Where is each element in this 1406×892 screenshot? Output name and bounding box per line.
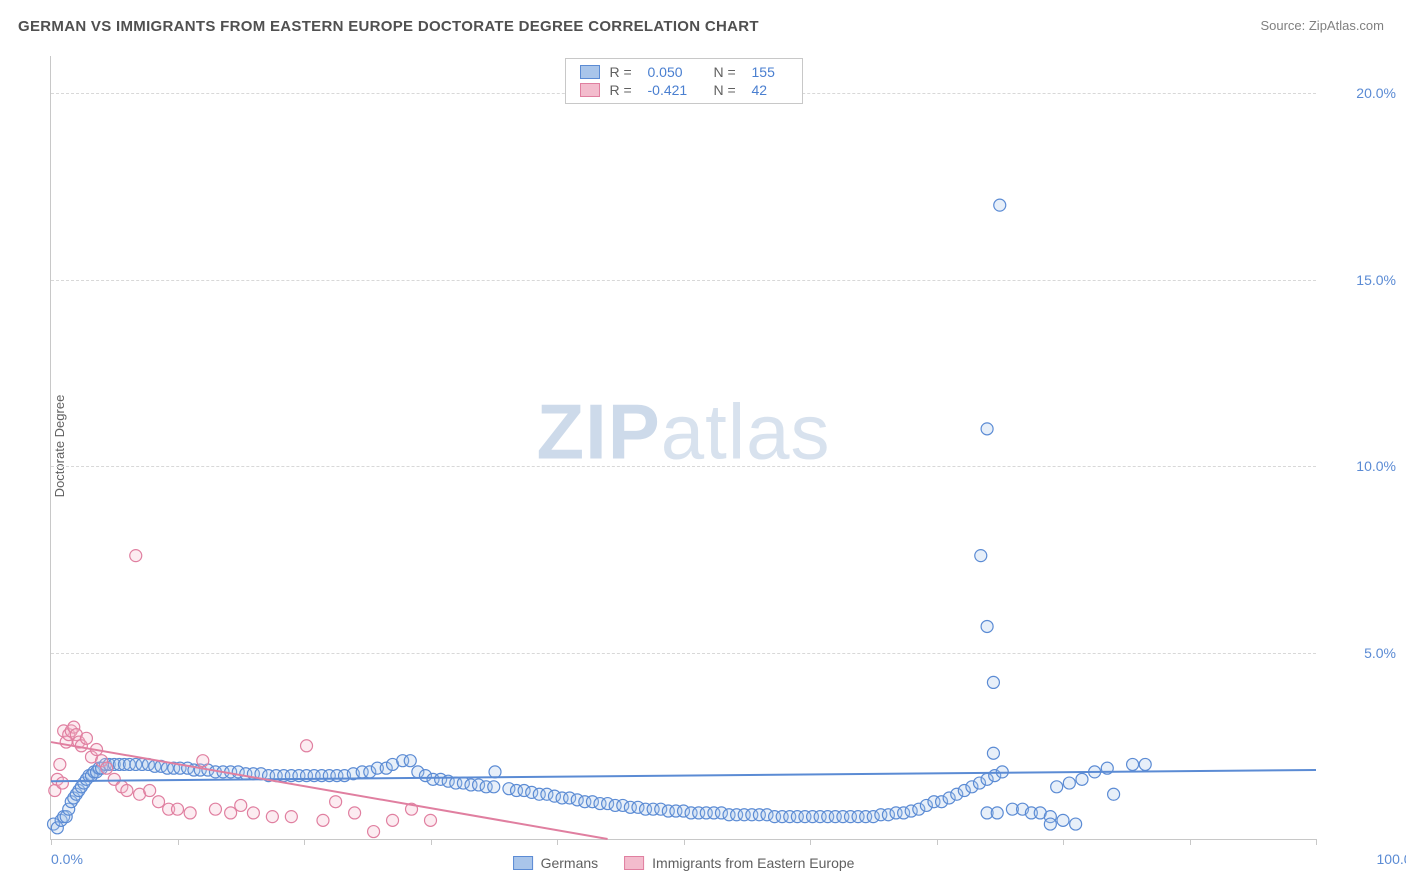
x-tick: [1063, 839, 1064, 845]
scatter-point: [54, 758, 66, 770]
scatter-point: [975, 550, 987, 562]
scatter-point: [209, 803, 221, 815]
scatter-point: [56, 777, 68, 789]
y-tick-label: 20.0%: [1326, 85, 1396, 101]
x-tick: [557, 839, 558, 845]
legend-swatch: [513, 856, 533, 870]
legend-row: R = 0.050 N = 155: [566, 63, 802, 81]
scatter-point: [301, 740, 313, 752]
scatter-point: [80, 732, 92, 744]
scatter-point: [317, 814, 329, 826]
legend-n-label: N =: [714, 64, 742, 80]
scatter-point: [184, 807, 196, 819]
legend-n-label: N =: [714, 82, 742, 98]
scatter-point: [488, 781, 500, 793]
scatter-point: [121, 785, 133, 797]
scatter-point: [425, 814, 437, 826]
scatter-point: [197, 755, 209, 767]
plot-svg: [51, 56, 1316, 839]
correlation-legend: R = 0.050 N = 155 R = -0.421 N = 42: [565, 58, 803, 104]
scatter-point: [987, 676, 999, 688]
scatter-point: [349, 807, 361, 819]
scatter-point: [404, 755, 416, 767]
scatter-point: [101, 762, 113, 774]
legend-label: Immigrants from Eastern Europe: [652, 855, 854, 871]
scatter-point: [1070, 818, 1082, 830]
source-credit: Source: ZipAtlas.com: [1260, 18, 1384, 33]
legend-r-value: -0.421: [648, 82, 704, 98]
scatter-point: [247, 807, 259, 819]
x-tick: [304, 839, 305, 845]
x-tick: [810, 839, 811, 845]
scatter-point: [1063, 777, 1075, 789]
scatter-point: [987, 747, 999, 759]
legend-r-value: 0.050: [648, 64, 704, 80]
scatter-point: [144, 785, 156, 797]
scatter-point: [1127, 758, 1139, 770]
x-tick-label: 100.0%: [1377, 851, 1406, 867]
scatter-point: [991, 807, 1003, 819]
legend-swatch: [624, 856, 644, 870]
legend-n-value: 42: [752, 82, 788, 98]
scatter-point: [130, 550, 142, 562]
scatter-point: [1076, 773, 1088, 785]
x-tick: [684, 839, 685, 845]
scatter-point: [368, 826, 380, 838]
legend-r-label: R =: [610, 82, 638, 98]
y-tick-label: 10.0%: [1326, 458, 1396, 474]
x-tick: [178, 839, 179, 845]
y-tick-label: 5.0%: [1326, 645, 1396, 661]
source-link[interactable]: ZipAtlas.com: [1309, 18, 1384, 33]
x-tick: [51, 839, 52, 845]
x-tick-label: 0.0%: [51, 851, 83, 867]
scatter-point: [1108, 788, 1120, 800]
scatter-point: [235, 799, 247, 811]
scatter-point: [981, 423, 993, 435]
legend-row: R = -0.421 N = 42: [566, 81, 802, 99]
legend-swatch: [580, 65, 600, 79]
y-tick-label: 15.0%: [1326, 272, 1396, 288]
x-tick: [1316, 839, 1317, 845]
scatter-point: [330, 796, 342, 808]
scatter-point: [1139, 758, 1151, 770]
scatter-chart: ZIPatlas R =0.050N =155R =-0.421N =42 Ge…: [50, 56, 1316, 840]
scatter-point: [153, 796, 165, 808]
scatter-point: [172, 803, 184, 815]
scatter-point: [285, 811, 297, 823]
scatter-point: [387, 814, 399, 826]
chart-title: GERMAN VS IMMIGRANTS FROM EASTERN EUROPE…: [18, 18, 759, 35]
scatter-point: [1044, 818, 1056, 830]
legend-r-label: R =: [610, 64, 638, 80]
x-tick: [1190, 839, 1191, 845]
scatter-point: [266, 811, 278, 823]
series-legend: Germans Immigrants from Eastern Europe: [513, 855, 855, 871]
x-tick: [937, 839, 938, 845]
legend-swatch: [580, 83, 600, 97]
scatter-point: [489, 766, 501, 778]
scatter-point: [225, 807, 237, 819]
scatter-point: [1051, 781, 1063, 793]
legend-item: Immigrants from Eastern Europe: [624, 855, 854, 871]
legend-item: Germans: [513, 855, 599, 871]
scatter-point: [1057, 814, 1069, 826]
scatter-point: [981, 620, 993, 632]
legend-n-value: 155: [752, 64, 788, 80]
chart-header: GERMAN VS IMMIGRANTS FROM EASTERN EUROPE…: [0, 0, 1406, 43]
scatter-point: [994, 199, 1006, 211]
legend-label: Germans: [541, 855, 599, 871]
x-tick: [431, 839, 432, 845]
